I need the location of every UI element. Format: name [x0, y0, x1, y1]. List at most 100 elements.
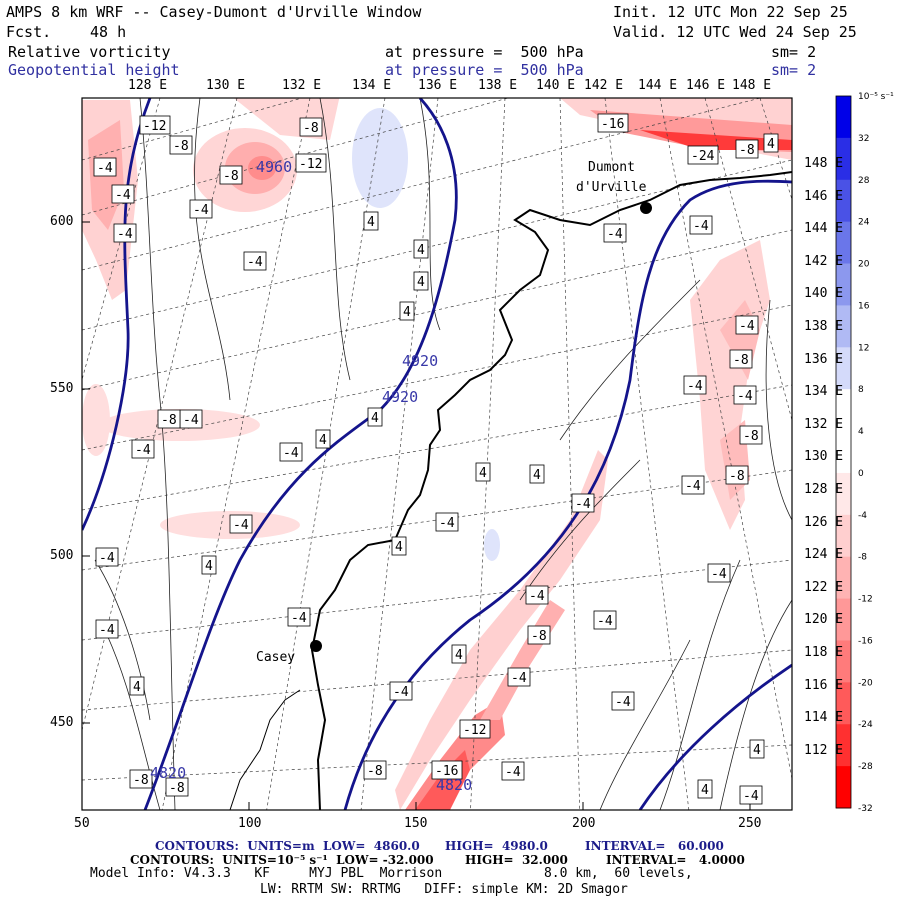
vorticity-label: -4: [607, 227, 623, 242]
vorticity-label-box: [189, 199, 213, 219]
vorticity-label: -4: [687, 379, 703, 394]
casey-station-marker: [310, 640, 322, 652]
vorticity-label: -4: [97, 161, 113, 176]
vorticity-label-box: [689, 215, 713, 235]
vorticity-label-box: [593, 610, 617, 630]
height-contour-label: 4920: [402, 352, 438, 370]
vorticity-label: -4: [743, 789, 759, 804]
vorticity-label: -4: [737, 389, 753, 404]
vorticity-label: 4: [371, 411, 379, 426]
vorticity-label: 4: [417, 275, 425, 290]
vorticity-label-box: [697, 779, 713, 799]
colorbar-swatch: [836, 347, 851, 390]
vorticity-label: 4: [367, 215, 375, 230]
colorbar-label: 20: [858, 260, 870, 270]
vorticity-label-box: [571, 493, 595, 513]
dumont-durville-station-marker: [640, 202, 652, 214]
colorbar-swatch: [836, 514, 851, 558]
right-lat-label: 130 E: [804, 449, 844, 465]
vorticity-label: -8: [531, 629, 547, 644]
x-axis-label: 150: [404, 816, 428, 831]
vorticity-label: -8: [729, 469, 745, 484]
colorbar-swatch: [836, 431, 851, 474]
vorticity-label-box: [603, 223, 627, 243]
vorticity-label-box: [315, 429, 331, 449]
vorticity-label-box: [279, 442, 303, 462]
colorbar-swatch: [836, 682, 851, 725]
vorticity-label-box: [681, 475, 705, 495]
vorticity-label: -4: [99, 623, 115, 638]
colorbar-label: 24: [858, 218, 870, 228]
colorbar-swatch: [836, 640, 851, 683]
height-contour-label: 4820: [150, 764, 186, 782]
vorticity-label-box: [299, 117, 323, 137]
colorbar-label: -4: [858, 511, 867, 521]
height-contour-label: 4960: [256, 158, 292, 176]
right-lat-label: 122 E: [804, 579, 844, 595]
vorticity-label-box: [501, 761, 525, 781]
init-time: Init. 12 UTC Mon 22 Sep 25: [613, 3, 848, 21]
colorbar-swatch: [836, 472, 851, 516]
top-lon-label: 146 E: [686, 78, 726, 93]
colorbar-label: -24: [858, 720, 873, 730]
vorticity-label-box: [459, 719, 491, 739]
height-contour-high: HIGH= 4980.0: [445, 839, 548, 853]
vorticity-label-box: [707, 563, 731, 583]
vorticity-label: -8: [223, 169, 239, 184]
colorbar-swatch: [836, 766, 851, 809]
vorticity-label: -8: [303, 121, 319, 136]
top-lon-label: 128 E: [128, 78, 168, 93]
antarctic-coastline: [310, 171, 792, 810]
vorticity-label-box: [413, 239, 429, 259]
vorticity-contour-info: CONTOURS: UNITS=10⁻⁵ s⁻¹ LOW= -32.000: [130, 853, 434, 867]
x-axis-label: 250: [738, 816, 762, 831]
vorticity-label: -4: [693, 219, 709, 234]
vorticity-label-box: [413, 271, 429, 291]
vorticity-label-box: [95, 619, 119, 639]
right-lat-label: 128 E: [804, 482, 844, 497]
map-title: AMPS 8 km WRF -- Casey-Dumont d'Urville …: [6, 3, 422, 21]
y-axis-label: 550: [50, 381, 74, 396]
forecast-hour: 48 h: [90, 23, 127, 41]
vorticity-label: -4: [183, 413, 199, 428]
colorbar-swatch: [836, 556, 851, 600]
right-lat-label: 118 E: [804, 645, 844, 660]
vorticity-label-box: [111, 184, 135, 204]
vorticity-label: 4: [319, 433, 327, 448]
vorticity-label: -4: [739, 319, 755, 334]
field2-level: at pressure = 500 hPa: [385, 61, 584, 79]
vorticity-label: -4: [615, 695, 631, 710]
colorbar-label: 16: [858, 301, 870, 311]
contour-labels: -4-4-8-4-4-8-12-8-12-44444-4-4-8-444-4-4…: [93, 113, 779, 805]
vorticity-label: -4: [193, 203, 209, 218]
dumont-station-name-line1: Dumont: [588, 160, 635, 175]
colorbar-label: -12: [858, 595, 873, 605]
vorticity-label: 4: [133, 680, 141, 695]
vorticity-label-box: [749, 739, 765, 759]
colorbar-label: 28: [858, 176, 870, 186]
colorbar-label: 32: [858, 134, 869, 144]
plot-frame: [81, 97, 793, 811]
vorticity-label-box: [507, 667, 531, 687]
colorbar-label: 8: [858, 385, 864, 395]
vorticity-label-box: [229, 514, 253, 534]
vorticity-label: -8: [161, 413, 177, 428]
right-lat-label: 134 E: [804, 384, 844, 400]
field1-name: Relative vorticity: [8, 43, 171, 61]
vorticity-label: -4: [135, 443, 151, 458]
vorticity-label: -8: [743, 429, 759, 444]
vorticity-label: -12: [299, 157, 322, 172]
vorticity-label-box: [739, 425, 763, 445]
top-lon-label: 130 E: [206, 78, 246, 93]
right-lat-label: 124 E: [804, 547, 844, 563]
vorticity-label-box: [139, 115, 171, 135]
top-lon-label: 134 E: [352, 78, 392, 93]
vorticity-label-box: [687, 145, 719, 165]
right-lat-label: 144 E: [804, 221, 844, 237]
vorticity-label: -4: [291, 611, 307, 626]
vorticity-label: -4: [529, 589, 545, 604]
vorticity-label-box: [597, 113, 629, 133]
vorticity-label: -4: [505, 765, 521, 780]
vorticity-label-box: [165, 777, 189, 797]
